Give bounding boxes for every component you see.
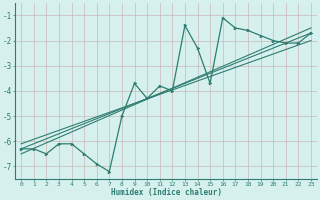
X-axis label: Humidex (Indice chaleur): Humidex (Indice chaleur) xyxy=(110,188,221,197)
